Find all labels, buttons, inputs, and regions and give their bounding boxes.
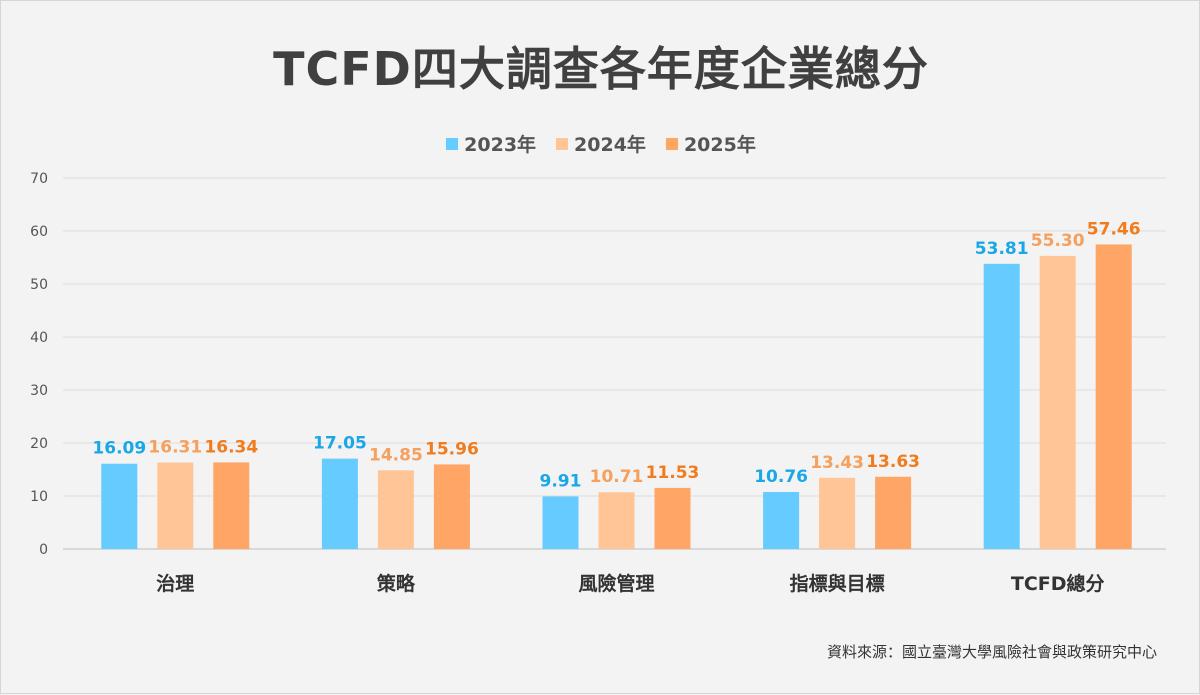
bar-5-2025年 — [1095, 244, 1132, 549]
bar-3-2023年 — [542, 496, 579, 549]
bar-5-2024年 — [1039, 255, 1076, 549]
bar-1-2025年 — [213, 462, 250, 549]
legend-label-2024: 2024年 — [574, 134, 646, 156]
chart-legend: 2023年 2024年 2025年 — [1, 130, 1200, 157]
y-tick-label-20: 20 — [30, 436, 48, 452]
y-tick-label-40: 40 — [30, 330, 48, 346]
x-category-label-2: 策略 — [377, 572, 416, 595]
data-label-2-2023年: 17.05 — [313, 434, 367, 454]
bar-3-2025年 — [654, 487, 691, 549]
bar-4-2024年 — [819, 477, 856, 549]
bar-2-2023年 — [321, 458, 358, 549]
source-note: 資料來源：國立臺灣大學風險社會與政策研究中心 — [826, 643, 1157, 661]
legend-swatch-2024 — [556, 137, 569, 150]
data-label-1-2025年: 16.34 — [204, 437, 258, 457]
bar-1-2024年 — [157, 462, 194, 549]
y-tick-label-50: 50 — [30, 277, 48, 293]
data-label-2-2024年: 14.85 — [369, 445, 423, 465]
data-label-5-2025年: 57.46 — [1087, 219, 1141, 239]
chart-title: TCFD四大調查各年度企業總分 — [273, 42, 929, 96]
data-label-2-2025年: 15.96 — [425, 439, 479, 459]
legend-label-2023: 2023年 — [464, 134, 537, 156]
legend-item-2025: 2025年 — [665, 130, 756, 157]
y-tick-label-70: 70 — [30, 171, 48, 187]
y-tick-label-30: 30 — [30, 383, 48, 399]
data-label-4-2025年: 13.63 — [866, 452, 920, 472]
y-tick-label-10: 10 — [30, 489, 48, 505]
bar-5-2023年 — [983, 263, 1020, 549]
data-label-3-2025年: 11.53 — [646, 463, 700, 483]
legend-swatch-2023 — [446, 137, 459, 150]
legend-swatch-2025 — [665, 137, 678, 150]
legend-label-2025: 2025年 — [683, 134, 756, 156]
bar-2-2024年 — [377, 470, 414, 549]
x-category-label-3: 風險管理 — [578, 572, 654, 595]
data-label-5-2023年: 53.81 — [975, 239, 1029, 259]
data-label-3-2023年: 9.91 — [540, 471, 582, 491]
x-category-label-5: TCFD總分 — [1011, 572, 1105, 595]
legend-item-2023: 2023年 — [446, 130, 536, 157]
bar-3-2024年 — [598, 492, 635, 549]
data-label-4-2024年: 13.43 — [810, 453, 864, 473]
bar-1-2023年 — [101, 463, 138, 549]
data-label-4-2023年: 10.76 — [754, 467, 808, 487]
data-label-3-2024年: 10.71 — [590, 467, 644, 487]
legend-item-2024: 2024年 — [556, 130, 646, 157]
bar-4-2025年 — [875, 476, 912, 549]
y-tick-label-60: 60 — [30, 224, 48, 240]
bar-4-2023年 — [763, 491, 800, 549]
data-label-1-2024年: 16.31 — [148, 438, 202, 458]
x-category-label-1: 治理 — [156, 572, 194, 595]
y-tick-label-0: 0 — [39, 542, 48, 558]
data-label-1-2023年: 16.09 — [92, 439, 146, 459]
bar-2-2025年 — [433, 464, 470, 549]
x-category-label-4: 指標與目標 — [790, 572, 885, 595]
data-label-5-2024年: 55.30 — [1031, 231, 1085, 251]
